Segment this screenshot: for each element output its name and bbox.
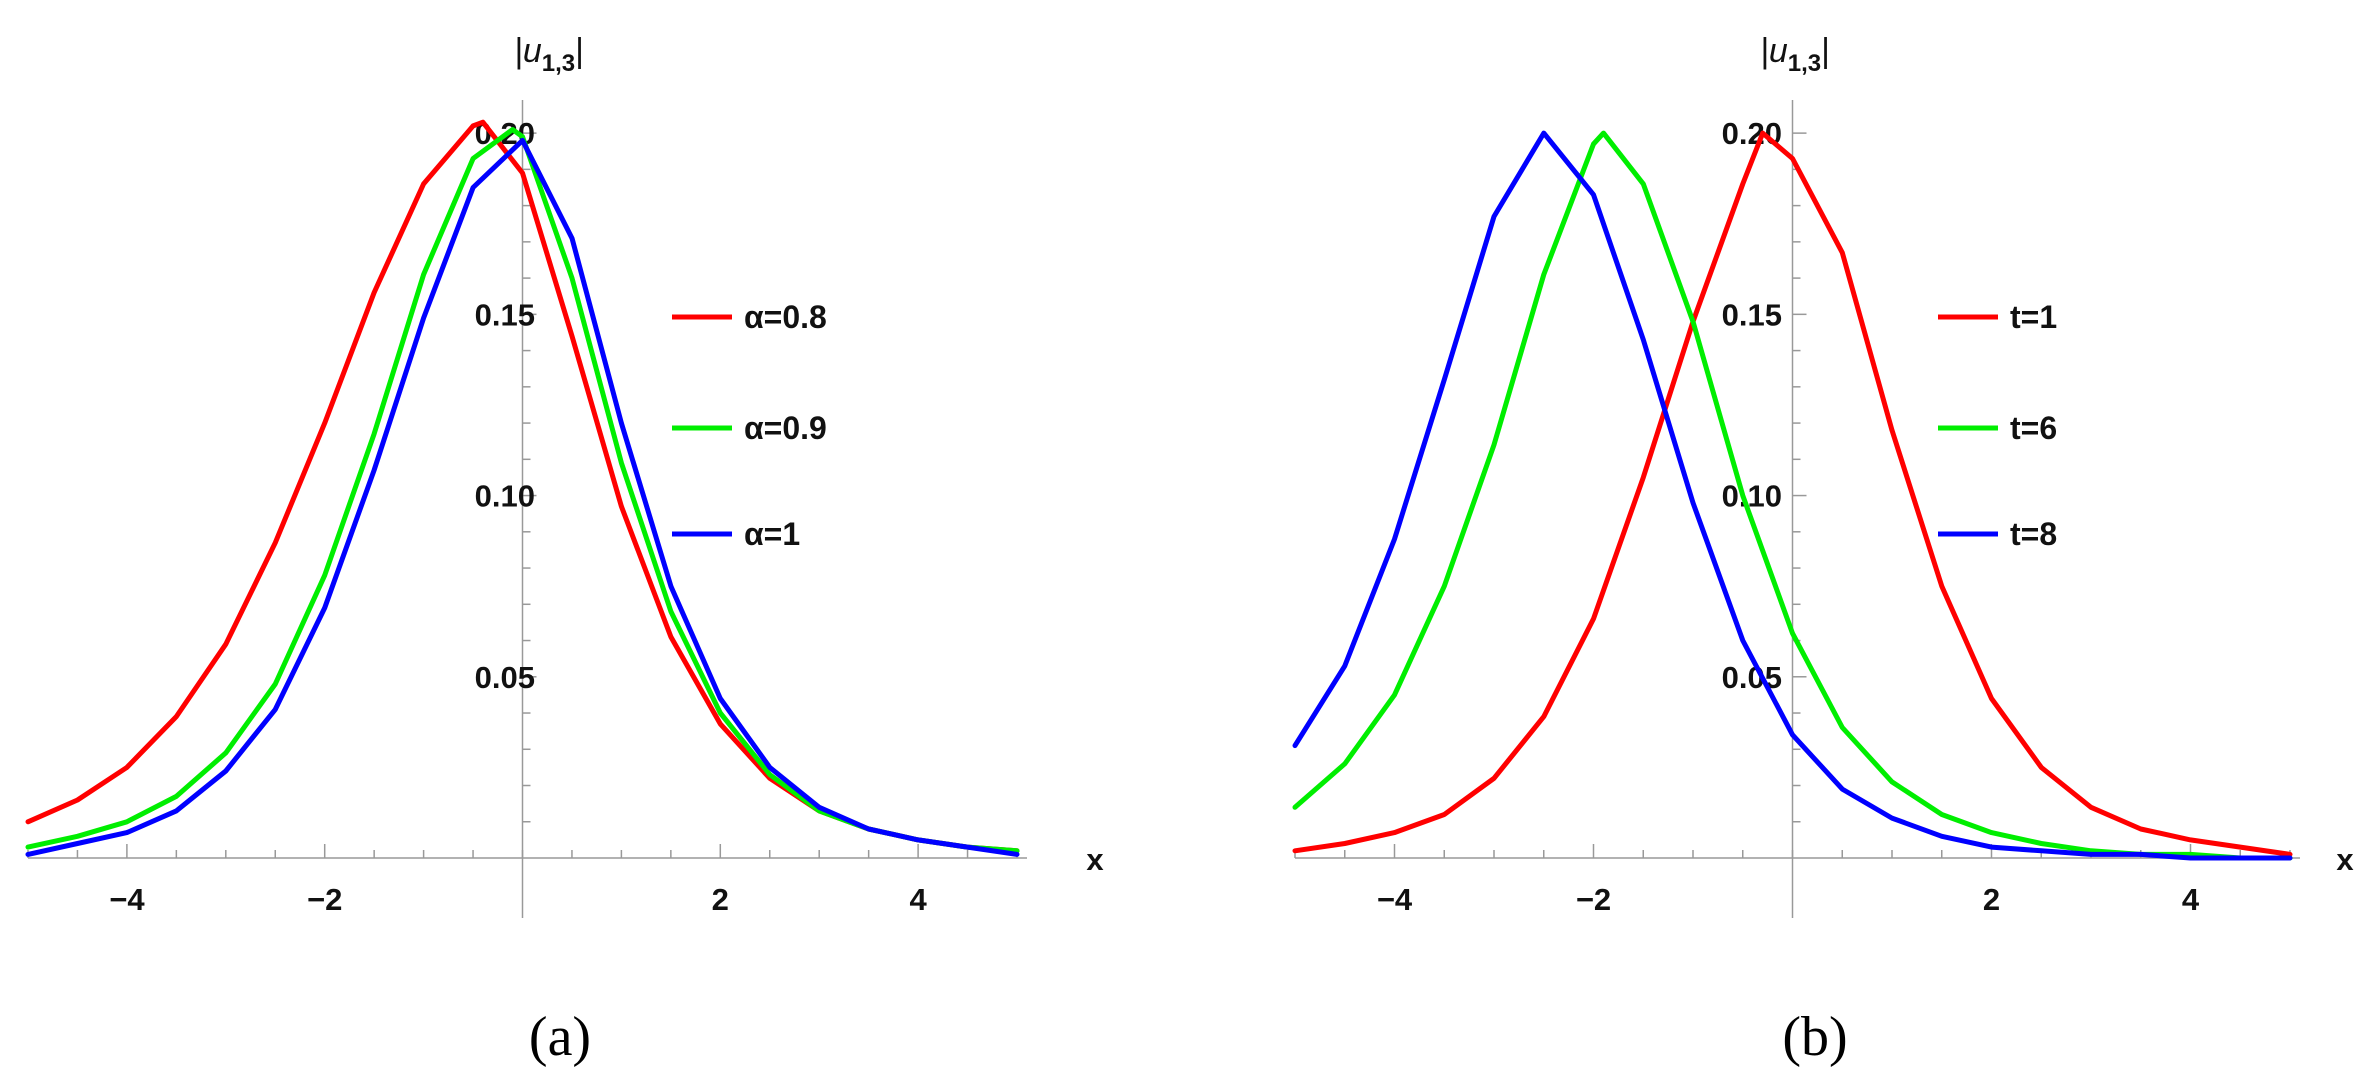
panel-label: (a) [529, 1006, 591, 1068]
x-tick-label: −4 [1377, 882, 1413, 917]
y-tick-label: 0.15 [1722, 297, 1782, 332]
x-tick-label: −2 [1576, 882, 1611, 917]
y-tick-label: 0.10 [475, 479, 535, 514]
legend-label-2: α=0.9 [744, 410, 827, 446]
x-tick-label: 4 [909, 882, 927, 917]
legend-label-1: t=1 [2010, 299, 2057, 335]
legend-label-3: α=1 [744, 516, 800, 552]
y-axis-title-subscript: 1,3 [542, 50, 575, 77]
legend-label-2: t=6 [2010, 410, 2057, 446]
x-tick-label: 2 [712, 882, 729, 917]
legend-label-1: α=0.8 [744, 299, 827, 335]
series-line-1 [1292, 130, 2293, 857]
y-axis-title: |u1,3| [1760, 32, 1830, 77]
y-tick-label: 0.20 [1722, 116, 1782, 151]
x-tick-label: 4 [2182, 882, 2200, 917]
y-axis-title: |u1,3| [514, 32, 584, 77]
series-line-3 [1292, 130, 2293, 861]
x-axis-title: x [2336, 842, 2354, 877]
y-tick-label: 0.10 [1722, 479, 1782, 514]
x-tick-label: −4 [109, 882, 145, 917]
y-axis-title-main: |u [1760, 32, 1788, 70]
x-axis-title: x [1086, 842, 1104, 877]
legend-label-3: t=8 [2010, 516, 2057, 552]
y-axis-title-subscript: 1,3 [1788, 50, 1821, 77]
y-tick-label: 0.15 [475, 297, 535, 332]
series-line-3 [25, 137, 1020, 857]
panel-label: (b) [1782, 1006, 1847, 1068]
y-axis-title-main: |u [514, 32, 542, 70]
x-tick-label: 2 [1983, 882, 2000, 917]
y-axis-title-close: | [575, 32, 584, 70]
y-tick-label: 0.05 [1722, 660, 1782, 695]
y-axis-title-close: | [1821, 32, 1830, 70]
y-tick-label: 0.05 [475, 660, 535, 695]
chart-panel-a: −4 −2 2 40.050.100.150.20x|u1,3|α=0.8α=0.9α… [25, 32, 1104, 1068]
chart-panel-b: −4 −2 2 4 0.05 0.10 0.15 0.20 x |u1,3| t=1 t=6 t=8 (b… [1292, 32, 2354, 1068]
x-tick-label: −2 [307, 882, 342, 917]
